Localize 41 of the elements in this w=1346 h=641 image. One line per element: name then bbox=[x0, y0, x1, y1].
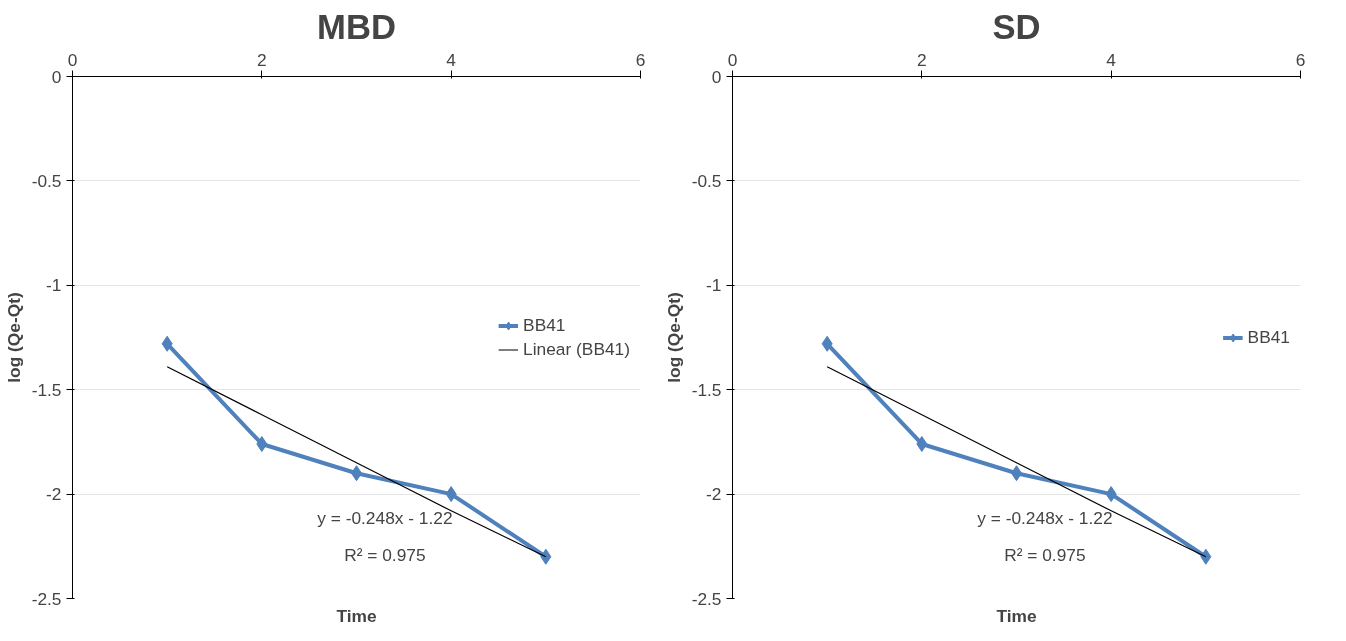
y-tick-label: -1.5 bbox=[31, 379, 62, 400]
point bbox=[540, 548, 552, 565]
y-axis-title: log (Qe-Qt) bbox=[3, 292, 24, 383]
annotation: R² = 0.975 bbox=[1004, 544, 1086, 565]
y-tick-label: -0.5 bbox=[31, 170, 62, 191]
x-tick-label: 4 bbox=[1106, 49, 1117, 70]
point bbox=[916, 435, 928, 452]
y-tick-label: -2 bbox=[46, 484, 62, 505]
point bbox=[1105, 486, 1117, 503]
legend-label: BB41 bbox=[523, 314, 566, 336]
y-tick-label: -2.5 bbox=[31, 588, 62, 609]
annotation: y = -0.248x - 1.22 bbox=[317, 508, 453, 529]
y-tick-label: -0.5 bbox=[691, 170, 722, 191]
legend-label: BB41 bbox=[1247, 326, 1290, 348]
y-tick-label: -1 bbox=[46, 275, 62, 296]
x-axis-title: Time bbox=[336, 605, 377, 626]
x-tick-label: 2 bbox=[257, 49, 267, 70]
x-tick-label: 0 bbox=[727, 49, 738, 70]
point bbox=[161, 335, 173, 352]
point bbox=[445, 486, 457, 503]
y-axis-title: log (Qe-Qt) bbox=[663, 292, 684, 383]
y-tick-label: -1.5 bbox=[691, 379, 722, 400]
point bbox=[256, 435, 268, 452]
y-tick-label: -2 bbox=[706, 484, 722, 505]
chart-title: SD bbox=[992, 7, 1041, 46]
annotation: R² = 0.975 bbox=[344, 544, 426, 565]
chart-title: MBD bbox=[317, 7, 396, 46]
y-tick-label: 0 bbox=[711, 66, 722, 87]
x-tick-label: 6 bbox=[635, 49, 646, 70]
legend-label: Linear (BB41) bbox=[523, 338, 630, 360]
annotation: y = -0.248x - 1.22 bbox=[977, 508, 1113, 529]
x-tick-label: 4 bbox=[446, 49, 457, 70]
point bbox=[821, 335, 833, 352]
point bbox=[1200, 548, 1212, 565]
x-tick-label: 2 bbox=[917, 49, 927, 70]
x-tick-label: 0 bbox=[67, 49, 78, 70]
x-tick-label: 6 bbox=[1295, 49, 1306, 70]
y-tick-label: -2.5 bbox=[691, 588, 722, 609]
x-axis-title: Time bbox=[996, 605, 1037, 626]
y-tick-label: -1 bbox=[706, 275, 722, 296]
y-tick-label: 0 bbox=[51, 66, 62, 87]
